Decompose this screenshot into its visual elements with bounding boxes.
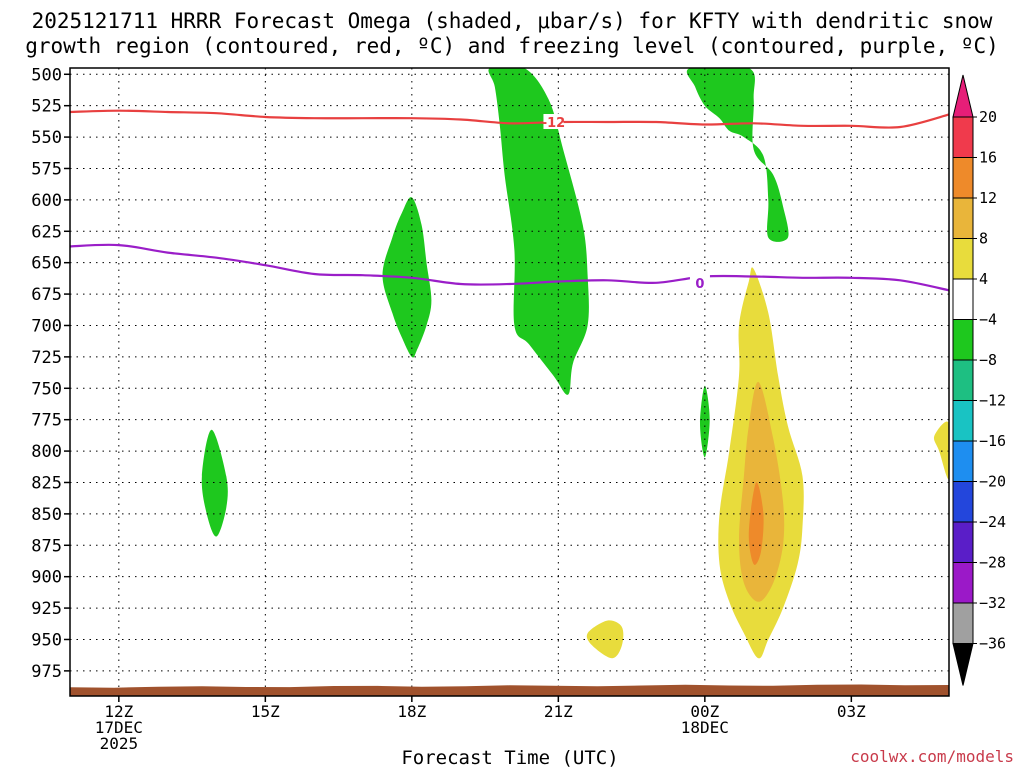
x-tick-label: 12Z <box>104 702 133 721</box>
colorbar-label: −12 <box>979 392 1006 410</box>
x-tick-label: 18Z <box>397 702 426 721</box>
colorbar-label: −36 <box>979 635 1006 653</box>
y-tick-label: 725 <box>31 348 62 368</box>
colorbar-label: 20 <box>979 108 997 126</box>
colorbar: 20 16 12 8 4 −4 −8 −12 −16 −20 −24 −28 −32 −36 <box>952 74 1006 686</box>
y-tick-label: 675 <box>31 285 62 305</box>
y-tick-label: 850 <box>31 505 62 525</box>
y-tick-label: 625 <box>31 222 62 242</box>
colorbar-label: 8 <box>979 230 988 248</box>
y-tick-label: 775 <box>31 411 62 431</box>
y-tick-label: 525 <box>31 97 62 117</box>
plot-area: -12 0 <box>69 67 950 697</box>
colorbar-swatch <box>952 197 974 239</box>
colorbar-swatch <box>952 562 974 604</box>
y-tick-label: 875 <box>31 536 62 556</box>
colorbar-label: −16 <box>979 432 1006 450</box>
x-tick-label: 15Z <box>251 702 280 721</box>
colorbar-swatch <box>952 157 974 199</box>
colorbar-label: −24 <box>979 513 1006 531</box>
colorbar-label: −28 <box>979 554 1006 572</box>
y-tick-label: 950 <box>31 630 62 650</box>
colorbar-swatch <box>952 319 974 361</box>
colorbar-label: 4 <box>979 270 988 288</box>
y-tick-label: 700 <box>31 316 62 336</box>
colorbar-top-arrow <box>952 74 974 118</box>
colorbar-label: 16 <box>979 149 997 167</box>
contour-label-bg <box>689 274 710 290</box>
colorbar-swatch <box>952 359 974 401</box>
colorbar-swatch <box>952 278 974 320</box>
x-tick-label: 21Z <box>544 702 573 721</box>
omega-region <box>700 385 710 458</box>
colorbar-swatch <box>952 238 974 280</box>
omega-region <box>201 429 228 537</box>
y-tick-label: 575 <box>31 159 62 179</box>
colorbar-label: −32 <box>979 594 1006 612</box>
colorbar-label: −8 <box>979 351 997 369</box>
y-tick-label: 825 <box>31 473 62 493</box>
contours: -12 0 <box>70 109 949 292</box>
y-tick-label: 650 <box>31 254 62 274</box>
y-tick-label: 550 <box>31 128 62 148</box>
colorbar-swatch <box>952 400 974 442</box>
x-tick-label: 00Z <box>690 702 719 721</box>
omega-region <box>586 620 624 659</box>
colorbar-swatch <box>952 521 974 563</box>
contour-label: -12 <box>542 116 566 131</box>
x-tick-label: 2025 <box>100 734 139 753</box>
colorbar-bottom-arrow <box>952 643 974 686</box>
omega-region <box>933 421 949 480</box>
colorbar-swatch <box>952 481 974 523</box>
y-tick-label: 600 <box>31 191 62 211</box>
y-tick-label: 925 <box>31 599 62 619</box>
contour-label: 0 <box>695 277 704 292</box>
x-tick-label: 03Z <box>837 702 866 721</box>
x-tick-label: 17DEC <box>95 718 143 737</box>
contour-line <box>70 109 949 129</box>
grid <box>70 68 949 696</box>
credit-text: coolwx.com/models <box>850 747 1014 766</box>
y-tick-label: 975 <box>31 662 62 682</box>
x-tick-label: 18DEC <box>681 718 729 737</box>
chart-title-line1: 2025121711 HRRR Forecast Omega (shaded, … <box>32 9 993 33</box>
colorbar-swatch <box>952 116 974 158</box>
chart-title-line2: growth region (contoured, red, ºC) and f… <box>25 34 999 58</box>
y-tick-label: 500 <box>31 65 62 85</box>
ground-surface <box>70 684 949 696</box>
colorbar-label: 12 <box>979 189 997 207</box>
colorbar-label: −4 <box>979 311 997 329</box>
y-tick-label: 800 <box>31 442 62 462</box>
y-tick-label: 900 <box>31 568 62 588</box>
y-axis: 500 525 550 575 600 625 650 675 700 725 750 775 800 8… <box>31 65 70 682</box>
colorbar-swatch <box>952 440 974 482</box>
y-tick-label: 750 <box>31 379 62 399</box>
x-axis-label: Forecast Time (UTC) <box>401 747 618 768</box>
contour-label-bg <box>543 114 564 130</box>
contour-line <box>70 243 949 292</box>
omega-region <box>748 482 764 565</box>
plot-frame <box>69 67 950 697</box>
ground-fill <box>70 684 949 696</box>
omega-region <box>686 68 789 242</box>
colorbar-swatch <box>952 602 974 644</box>
colorbar-label: −20 <box>979 473 1006 491</box>
